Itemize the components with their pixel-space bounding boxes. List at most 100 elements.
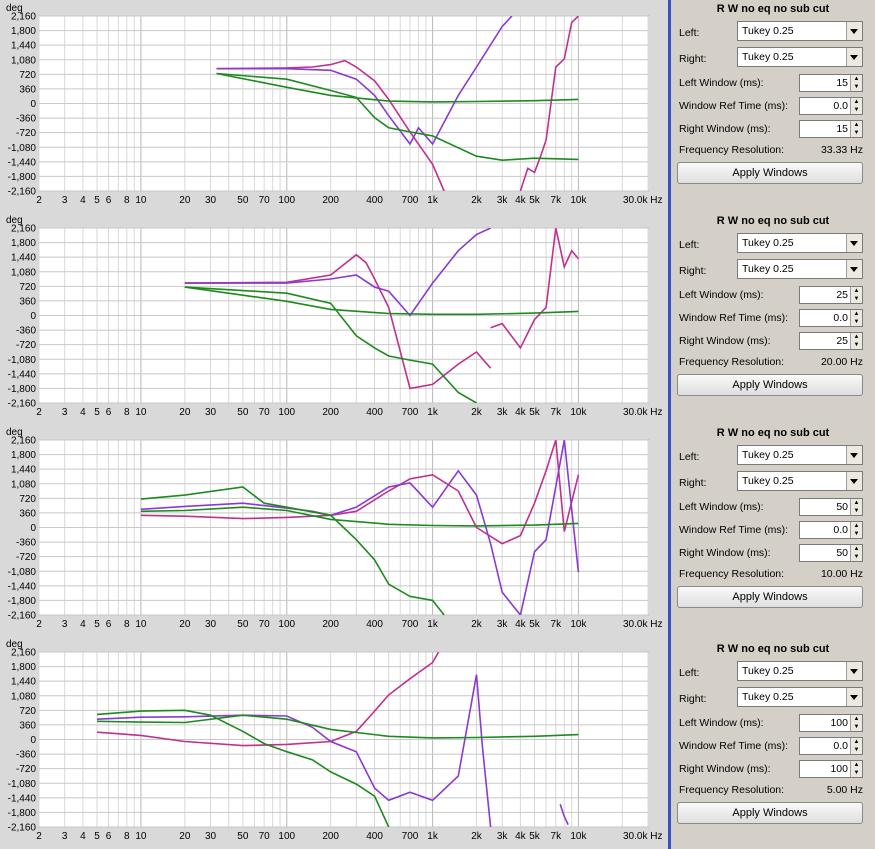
phase-graph-2[interactable]: 2,160 1,800 1,440 1,080 720 360 0 -360 -720 -1,08… bbox=[0, 212, 668, 424]
x-tick-label: 5 bbox=[94, 407, 100, 418]
right-window-type-select[interactable]: Tukey 0.25 bbox=[737, 471, 863, 491]
x-tick-label: 70 bbox=[259, 619, 271, 630]
chevron-down-icon[interactable] bbox=[846, 688, 862, 706]
ref-time-input[interactable]: 0.0 ▲ ▼ bbox=[799, 521, 863, 539]
left-window-input[interactable]: 15 ▲ ▼ bbox=[799, 74, 863, 92]
x-tick-label: 100 bbox=[278, 619, 295, 630]
x-tick-label: 10 bbox=[135, 407, 147, 418]
y-tick-label: 1,440 bbox=[11, 465, 36, 476]
spinner-arrows-icon[interactable]: ▲ ▼ bbox=[850, 98, 862, 114]
chevron-down-icon[interactable] bbox=[846, 22, 862, 40]
ref-time-value: 0.0 bbox=[833, 100, 848, 112]
freq-resolution-value: 5.00 Hz bbox=[826, 784, 863, 796]
x-tick-label: 1k bbox=[427, 195, 439, 206]
chevron-down-icon[interactable] bbox=[846, 662, 862, 680]
panel-title: R W no eq no sub cut bbox=[716, 3, 830, 15]
graph-row-3: 2,160 1,800 1,440 1,080 720 360 0 -360 -720 -1,08… bbox=[0, 424, 875, 636]
left-window-type-select[interactable]: Tukey 0.25 bbox=[737, 661, 863, 681]
x-tick-label: 8 bbox=[124, 195, 130, 206]
x-tick-label: 700 bbox=[402, 407, 419, 418]
freq-resolution-label: Frequency Resolution: bbox=[679, 568, 785, 580]
y-tick-label: 360 bbox=[19, 720, 36, 731]
phase-chart-2[interactable]: 2,160 1,800 1,440 1,080 720 360 0 -360 -720 -1,08… bbox=[0, 212, 668, 424]
left-label: Left: bbox=[679, 451, 700, 463]
right-window-type-select[interactable]: Tukey 0.25 bbox=[737, 687, 863, 707]
left-window-input[interactable]: 50 ▲ ▼ bbox=[799, 498, 863, 516]
phase-chart-4[interactable]: 2,160 1,800 1,440 1,080 720 360 0 -360 -720 -1,08… bbox=[0, 636, 668, 849]
y-tick-label: 1,440 bbox=[11, 677, 36, 688]
x-tick-label: 700 bbox=[402, 195, 419, 206]
apply-windows-button[interactable]: Apply Windows bbox=[677, 586, 863, 608]
right-window-type-select[interactable]: Tukey 0.25 bbox=[737, 259, 863, 279]
y-tick-label: 1,800 bbox=[11, 238, 36, 249]
spinner-arrows-icon[interactable]: ▲ ▼ bbox=[850, 310, 862, 326]
phase-graph-4[interactable]: 2,160 1,800 1,440 1,080 720 360 0 -360 -720 -1,08… bbox=[0, 636, 668, 849]
phase-chart-1[interactable]: 2,160 1,800 1,440 1,080 720 360 0 -360 -720 -1,08… bbox=[0, 0, 668, 212]
spinner-arrows-icon[interactable]: ▲ ▼ bbox=[850, 522, 862, 538]
y-tick-label: 720 bbox=[19, 706, 36, 717]
left-window-value: 100 bbox=[830, 717, 848, 729]
x-tick-label: 10k bbox=[570, 407, 587, 418]
x-tick-label: 8 bbox=[124, 407, 130, 418]
left-window-input[interactable]: 25 ▲ ▼ bbox=[799, 286, 863, 304]
spinner-arrows-icon[interactable]: ▲ ▼ bbox=[850, 121, 862, 137]
left-window-input[interactable]: 100 ▲ ▼ bbox=[799, 714, 863, 732]
y-tick-label: -720 bbox=[16, 128, 36, 139]
x-tick-label: 6 bbox=[106, 407, 112, 418]
apply-windows-button[interactable]: Apply Windows bbox=[677, 802, 863, 824]
chevron-down-icon[interactable] bbox=[846, 446, 862, 464]
right-window-type-select[interactable]: Tukey 0.25 bbox=[737, 47, 863, 67]
y-tick-label: -1,440 bbox=[8, 157, 37, 168]
x-tick-label: 4k bbox=[515, 831, 527, 842]
right-window-input[interactable]: 50 ▲ ▼ bbox=[799, 544, 863, 562]
x-tick-label: 3 bbox=[62, 195, 68, 206]
freq-resolution-label: Frequency Resolution: bbox=[679, 784, 785, 796]
left-window-type-select[interactable]: Tukey 0.25 bbox=[737, 21, 863, 41]
ref-time-input[interactable]: 0.0 ▲ ▼ bbox=[799, 97, 863, 115]
left-window-type-select[interactable]: Tukey 0.25 bbox=[737, 233, 863, 253]
left-window-type-select[interactable]: Tukey 0.25 bbox=[737, 445, 863, 465]
phase-series-magenta bbox=[519, 16, 579, 191]
window-settings-panel-2: R W no eq no sub cut Left: Tukey 0.25 Ri… bbox=[671, 212, 875, 424]
chevron-down-icon[interactable] bbox=[846, 260, 862, 278]
left-window-label: Left Window (ms): bbox=[679, 77, 764, 89]
spinner-arrows-icon[interactable]: ▲ ▼ bbox=[850, 287, 862, 303]
spinner-arrows-icon[interactable]: ▲ ▼ bbox=[850, 761, 862, 777]
apply-windows-button[interactable]: Apply Windows bbox=[677, 374, 863, 396]
phase-graph-3[interactable]: 2,160 1,800 1,440 1,080 720 360 0 -360 -720 -1,08… bbox=[0, 424, 668, 636]
right-window-input[interactable]: 100 ▲ ▼ bbox=[799, 760, 863, 778]
right-window-input[interactable]: 15 ▲ ▼ bbox=[799, 120, 863, 138]
y-tick-label: -1,080 bbox=[8, 779, 37, 790]
phase-series-green bbox=[96, 709, 390, 827]
right-window-input[interactable]: 25 ▲ ▼ bbox=[799, 332, 863, 350]
y-tick-label: 1,080 bbox=[11, 267, 36, 278]
ref-time-input[interactable]: 0.0 ▲ ▼ bbox=[799, 737, 863, 755]
y-tick-label: -720 bbox=[16, 340, 36, 351]
x-tick-label: 20 bbox=[179, 407, 191, 418]
right-label: Right: bbox=[679, 265, 707, 277]
x-tick-label: 200 bbox=[322, 619, 339, 630]
apply-windows-button[interactable]: Apply Windows bbox=[677, 162, 863, 184]
x-tick-label: 4 bbox=[80, 407, 86, 418]
spinner-arrows-icon[interactable]: ▲ ▼ bbox=[850, 333, 862, 349]
phase-graph-1[interactable]: 2,160 1,800 1,440 1,080 720 360 0 -360 -720 -1,08… bbox=[0, 0, 668, 212]
spinner-arrows-icon[interactable]: ▲ ▼ bbox=[850, 715, 862, 731]
right-window-type-value: Tukey 0.25 bbox=[742, 691, 794, 703]
spinner-arrows-icon[interactable]: ▲ ▼ bbox=[850, 738, 862, 754]
phase-chart-3[interactable]: 2,160 1,800 1,440 1,080 720 360 0 -360 -720 -1,08… bbox=[0, 424, 668, 636]
x-tick-label: 20 bbox=[179, 195, 191, 206]
ref-time-input[interactable]: 0.0 ▲ ▼ bbox=[799, 309, 863, 327]
spinner-arrows-icon[interactable]: ▲ ▼ bbox=[850, 75, 862, 91]
x-tick-label: 70 bbox=[259, 407, 271, 418]
phase-series-magenta bbox=[490, 228, 580, 350]
y-tick-label: -360 bbox=[16, 114, 36, 125]
phase-series-green bbox=[184, 286, 579, 316]
y-axis-unit: deg bbox=[6, 3, 23, 14]
spinner-arrows-icon[interactable]: ▲ ▼ bbox=[850, 499, 862, 515]
chevron-down-icon[interactable] bbox=[846, 472, 862, 490]
spinner-arrows-icon[interactable]: ▲ ▼ bbox=[850, 545, 862, 561]
y-tick-label: 0 bbox=[30, 99, 36, 110]
chevron-down-icon[interactable] bbox=[846, 234, 862, 252]
freq-resolution-value: 33.33 Hz bbox=[820, 144, 863, 156]
chevron-down-icon[interactable] bbox=[846, 48, 862, 66]
